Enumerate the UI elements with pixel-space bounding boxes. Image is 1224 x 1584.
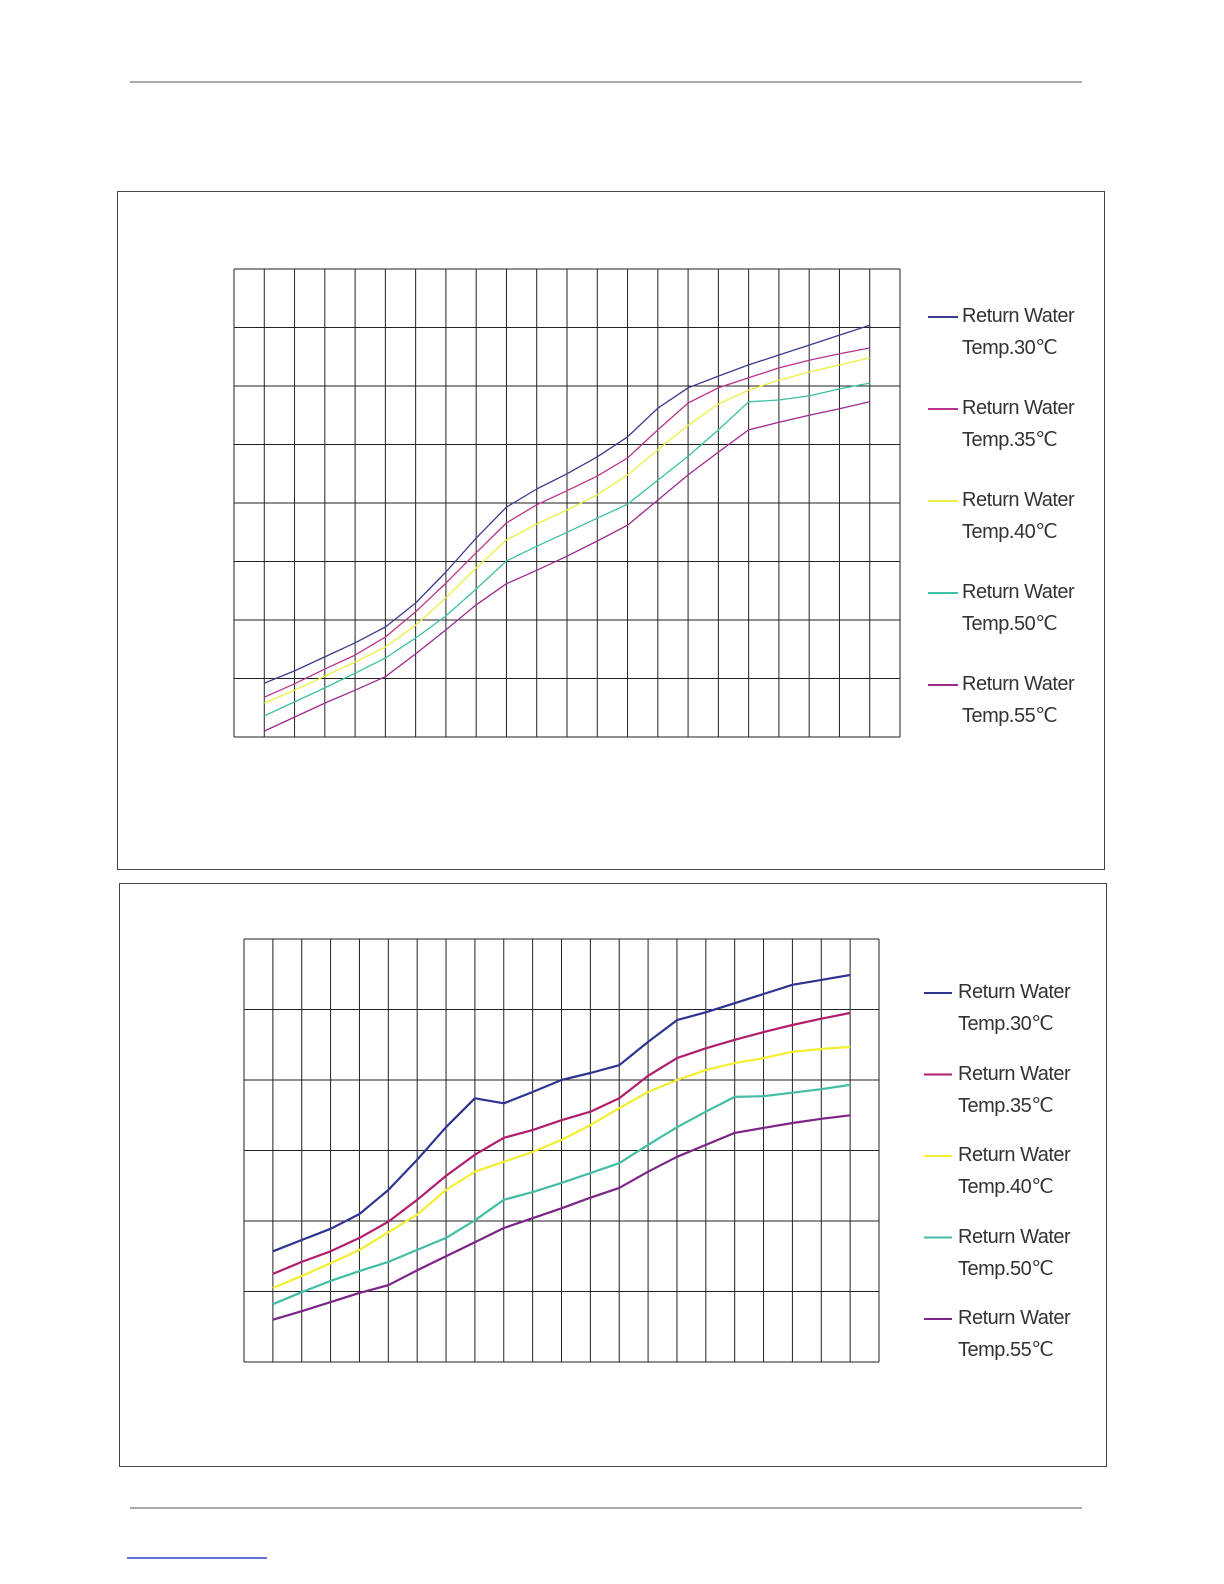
legend-label: Return Water Temp.50℃ <box>962 581 1075 635</box>
legend-label: Return Water Temp.30℃ <box>958 981 1071 1035</box>
series-line <box>264 382 870 717</box>
series-line <box>272 973 851 1253</box>
legend-label: Return Water Temp.50℃ <box>958 1225 1071 1280</box>
legend-label: Return Water Temp.55℃ <box>958 1307 1071 1361</box>
legend-label: Return Water Temp.40℃ <box>962 489 1075 543</box>
series-line <box>264 401 870 732</box>
chart-frame <box>117 191 1105 870</box>
legend-label: Return Water Temp.30℃ <box>962 305 1075 359</box>
series-line <box>264 357 870 704</box>
series-line <box>272 1114 851 1321</box>
series-line <box>272 1045 851 1290</box>
series-line <box>272 1011 851 1275</box>
series-line <box>264 324 870 684</box>
legend-label: Return Water Temp.35℃ <box>962 397 1075 451</box>
series-line <box>272 1083 851 1306</box>
chart-frame <box>119 883 1107 1467</box>
series-line <box>264 347 870 698</box>
legend-label: Return Water Temp.55℃ <box>962 673 1075 727</box>
legend-label: Return Water Temp.35℃ <box>958 1062 1071 1117</box>
legend-label: Return Water Temp.40℃ <box>958 1144 1071 1198</box>
